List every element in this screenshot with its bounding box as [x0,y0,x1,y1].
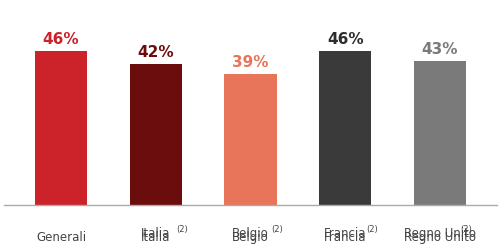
Text: 39%: 39% [232,56,269,70]
Bar [35,51,87,205]
Text: (2): (2) [460,225,472,234]
Text: Belgio: Belgio [232,231,269,244]
Text: (2): (2) [271,225,283,234]
Text: (2): (2) [366,225,378,234]
Text: Regno Unito: Regno Unito [404,231,476,244]
Text: 43%: 43% [422,42,458,57]
Text: 42%: 42% [137,45,174,61]
Text: Regno Unito: Regno Unito [404,227,476,240]
Text: Italia: Italia [141,231,170,244]
Text: Francia: Francia [324,231,367,244]
Text: 46%: 46% [43,32,79,47]
Bar [224,75,277,205]
Bar [130,64,182,205]
Text: 46%: 46% [327,32,364,47]
Text: Italia: Italia [141,227,170,240]
Text: (2): (2) [176,225,188,234]
Text: Francia: Francia [324,227,367,240]
Bar [414,61,466,205]
Text: Belgio: Belgio [232,227,269,240]
Bar [319,51,371,205]
Text: Generali: Generali [36,231,86,244]
